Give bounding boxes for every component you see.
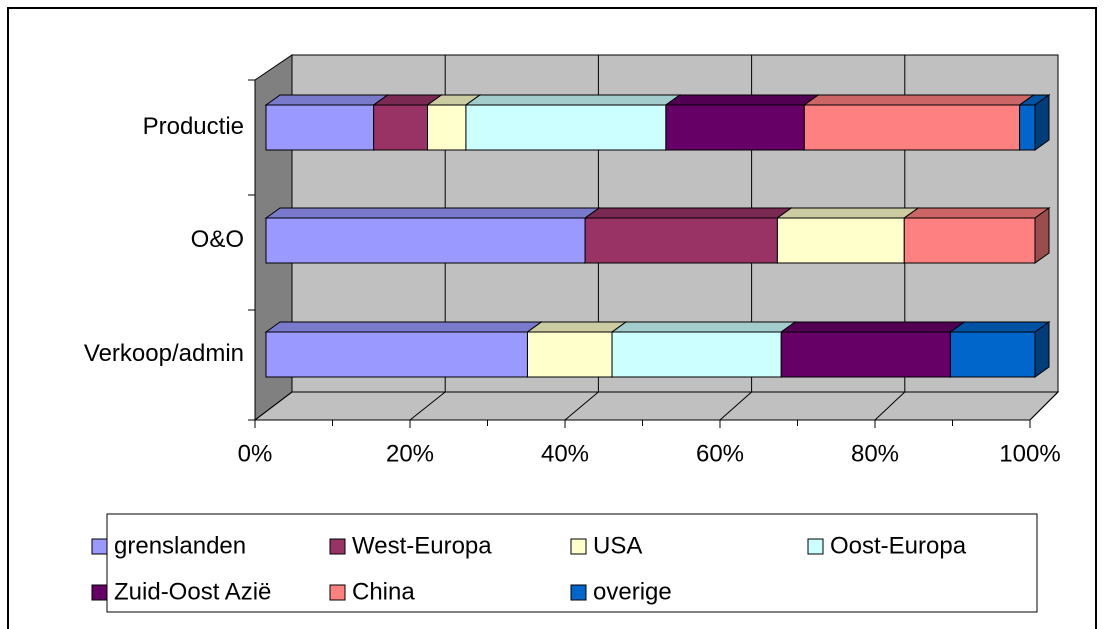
legend-swatch (329, 538, 346, 555)
legend-swatch (91, 538, 108, 555)
floor (253, 391, 1060, 421)
grid-line (1029, 391, 1059, 421)
legend-label: overige (593, 578, 672, 605)
bar-top (264, 94, 390, 106)
bar (265, 104, 375, 151)
bar-side (1034, 94, 1050, 151)
bar (903, 217, 1036, 264)
grid-line (874, 391, 906, 421)
legend-label: Zuid-Oost Azië (114, 578, 271, 605)
bar-top (264, 207, 601, 219)
legend-label: West-Europa (352, 532, 492, 559)
bar-top (779, 321, 966, 333)
bar (780, 331, 951, 378)
bar (776, 217, 905, 264)
bar (584, 217, 778, 264)
x-tick-label: 100% (999, 440, 1060, 467)
legend-label: Oost-Europa (830, 532, 967, 559)
bar-top (664, 94, 820, 106)
bar-top (610, 321, 797, 333)
grid-line (409, 391, 446, 421)
bar-top (948, 321, 1051, 333)
bar (373, 104, 428, 151)
bar-top (775, 207, 920, 219)
bar (611, 331, 782, 378)
legend-swatch (807, 538, 824, 555)
bar-top (264, 321, 544, 333)
grid-line (564, 391, 599, 421)
bar (265, 217, 586, 264)
bar-side (1034, 321, 1050, 378)
bar (665, 104, 805, 151)
y-tick-label: O&O (191, 226, 244, 253)
x-tick-label: 60% (696, 440, 744, 467)
y-tick-label: Verkoop/admin (84, 340, 244, 367)
bar (1019, 104, 1036, 151)
bar-top (802, 94, 1036, 106)
bar (265, 331, 528, 378)
bar-top (525, 321, 628, 333)
legend-swatch (329, 584, 346, 601)
bar (526, 331, 613, 378)
y-tick-label: Productie (143, 113, 244, 140)
legend-label: China (352, 578, 415, 605)
x-tick-label: 20% (386, 440, 434, 467)
bar (426, 104, 467, 151)
x-tick-label: 40% (541, 440, 589, 467)
bar (949, 331, 1036, 378)
x-tick-label: 0% (238, 440, 273, 467)
bar-top (902, 207, 1051, 219)
bar-side (1034, 207, 1050, 264)
bar-top (583, 207, 793, 219)
legend-label: grenslanden (114, 532, 246, 559)
grid-line (719, 391, 752, 421)
legend-label: USA (593, 532, 642, 559)
bar (465, 104, 667, 151)
legend-swatch (91, 584, 108, 601)
legend-swatch (570, 538, 587, 555)
grid-line (254, 391, 293, 421)
bar (803, 104, 1021, 151)
legend-swatch (570, 584, 587, 601)
x-tick-label: 80% (851, 440, 899, 467)
bar-top (464, 94, 682, 106)
